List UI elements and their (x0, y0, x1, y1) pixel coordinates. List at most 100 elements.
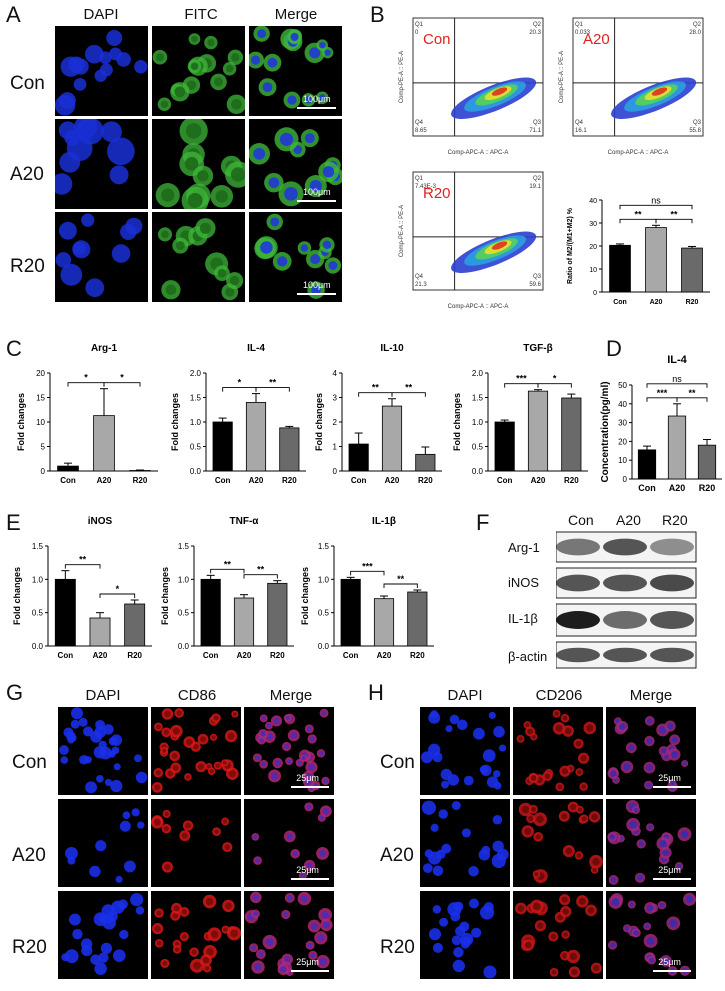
x-tick-label: A20 (93, 651, 108, 660)
quadrant-label: 19.1 (529, 184, 541, 190)
density-layer (491, 241, 508, 250)
y-tick-label: 4 (333, 369, 338, 378)
y-tick-label: 0.0 (190, 467, 202, 476)
y-tick-label: 10 (618, 456, 627, 465)
panel-e-tnfa-chart: TNF-α 0.0 0.5 1.0 1.5 Fold changes Con A20 R20 **… (160, 516, 294, 660)
panel-h-image-r3-c3: 25μm (606, 891, 696, 979)
scale-bar-label: 25μm (296, 957, 319, 967)
chart-title: IL-4 (667, 355, 687, 366)
quadrant-label: Q1 (575, 22, 584, 28)
x-tick-label: R20 (410, 651, 425, 660)
panel-g-image-r3-c3: 25μm (244, 891, 334, 979)
scale-bar-label: 25μm (658, 773, 681, 783)
x-axis-label: Comp-APC-A :: APC-A (608, 150, 669, 156)
panel-a-image-r3-c1 (55, 212, 148, 302)
panel-f-label: F (476, 510, 490, 535)
quadrant-label: Q2 (693, 22, 702, 28)
bar-con (212, 421, 233, 472)
x-tick-label: R20 (270, 651, 285, 660)
density-layer (491, 87, 508, 96)
bar-con (637, 449, 657, 480)
scale-bar (297, 107, 337, 109)
significance-bracket (391, 392, 426, 397)
bar-a20 (667, 415, 687, 480)
significance-label: ** (372, 383, 380, 393)
y-tick-label: 0 (41, 467, 46, 476)
y-tick-label: 1.0 (178, 575, 190, 584)
x-tick-label: A20 (531, 476, 546, 485)
y-tick-label: 5 (41, 443, 46, 452)
chart-title: iNOS (88, 516, 113, 527)
y-tick-label: 10 (589, 267, 597, 274)
y-tick-label: 0.5 (178, 609, 190, 618)
blot-band (603, 538, 647, 556)
y-tick-label: 0 (593, 290, 597, 297)
y-axis-label: Comp-PE-A :: PE-A (559, 51, 565, 103)
x-tick-label: Con (60, 476, 76, 485)
x-tick-label: A20 (669, 483, 686, 493)
flow-plot-title: Con (423, 31, 451, 48)
panel-h-image-r3-c1 (420, 891, 510, 979)
quadrant-label: Q4 (415, 274, 424, 280)
significance-bracket (358, 392, 393, 397)
significance-bracket (243, 574, 278, 579)
quadrant-label: 71.1 (529, 128, 541, 134)
significance-bracket (67, 382, 105, 387)
significance-bracket (646, 383, 708, 388)
panel-e-label: E (6, 510, 21, 535)
significance-label: ns (651, 195, 661, 205)
panel-c-label: C (6, 336, 22, 361)
quadrant-label: Q2 (533, 22, 542, 28)
quadrant-label: 28.0 (689, 30, 701, 36)
blot-band (556, 574, 600, 592)
x-tick-label: Con (343, 651, 359, 660)
x-tick-label: R20 (133, 476, 148, 485)
y-axis-label: Fold changes (160, 567, 170, 625)
bar-con (54, 578, 76, 647)
x-tick-label: R20 (686, 299, 699, 306)
significance-bracket (676, 397, 708, 402)
panel-g-image-r2-c2 (151, 799, 241, 887)
y-tick-label: 30 (618, 419, 627, 428)
flow-plot-title: A20 (583, 31, 610, 48)
quadrant-label: Q1 (415, 176, 424, 182)
panel-a-image-r2-c2 (152, 119, 245, 209)
y-tick-label: 0 (623, 475, 628, 484)
significance-label: ns (672, 374, 682, 384)
significance-label: ** (224, 559, 232, 569)
panel-g-image-r2-c3: 25μm (244, 799, 334, 887)
y-tick-label: 0.5 (472, 443, 484, 452)
significance-label: * (116, 584, 120, 594)
y-axis-label: Ratio of M2/(M1+M2) % (567, 207, 574, 284)
significance-label: * (84, 373, 88, 383)
chart-title: IL-1β (372, 516, 396, 527)
quadrant-label: Q1 (415, 22, 424, 28)
significance-bracket (64, 564, 101, 569)
panel-h-image-r2-c1 (420, 799, 510, 887)
panel-g-image-r1-c1 (58, 707, 148, 795)
flow-plot-a20: A20 Q1 0.033 Q2 28.0 Q3 55.8 Q4 16.1 Comp-APC-A :… (559, 17, 704, 156)
y-tick-label: 1.5 (32, 542, 44, 551)
blot-band (650, 647, 694, 663)
panel-c-tgfb-chart: TGF-β 0.0 0.5 1.0 1.5 2.0 Fold changes Con A20 R2… (452, 343, 588, 485)
chart-title: IL-10 (380, 343, 404, 354)
y-tick-label: 0.5 (32, 609, 44, 618)
x-axis-label: Comp-APC-A :: APC-A (448, 304, 509, 310)
significance-bracket (504, 383, 539, 388)
panel-b-label: B (370, 2, 385, 27)
bar-r20 (407, 591, 428, 647)
x-tick-label: Con (638, 483, 656, 493)
x-tick-label: A20 (249, 476, 264, 485)
significance-label: ** (670, 209, 678, 219)
significance-bracket (655, 218, 693, 224)
panel-h-image-r1-c3: 25μm (606, 707, 696, 795)
panel-f-row-arg1: Arg-1 (508, 540, 540, 555)
quadrant-label: 21.3 (415, 282, 427, 288)
y-tick-label: 30 (589, 221, 597, 228)
y-tick-label: 20 (36, 369, 45, 378)
bar-r20 (279, 427, 300, 472)
bar-a20 (245, 402, 267, 472)
density-layer (651, 87, 668, 96)
panel-d-label: D (606, 336, 622, 361)
